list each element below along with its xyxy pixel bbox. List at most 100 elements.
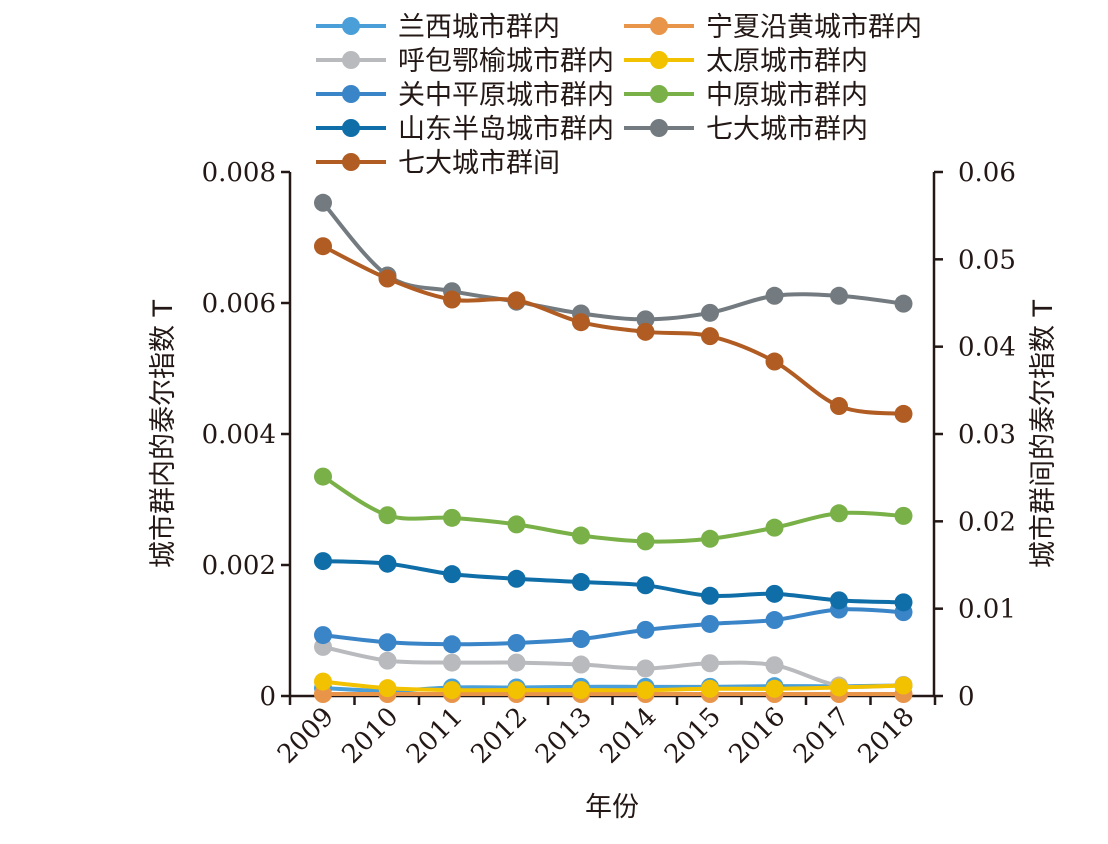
series-5 [314,467,913,551]
legend-item: 山东半岛城市群内 [316,114,614,145]
data-point [830,504,848,523]
data-point [507,681,526,700]
left-y-axis-title: 城市群内的泰尔指数 T [148,299,179,568]
data-point [701,654,719,673]
legend-label: 兰西城市群内 [398,12,560,43]
data-point [443,565,461,584]
data-point [443,635,461,654]
legend-label: 呼包鄂榆城市群内 [398,46,614,77]
legend-item: 中原城市群内 [624,80,868,111]
left-y-tick-label: 0.006 [202,289,276,319]
data-point [765,518,784,537]
x-tick-label: 2018 [852,702,920,770]
x-tick-label: 2013 [530,702,598,770]
legend-item: 七大城市群内 [624,114,868,145]
legend-item: 宁夏沿黄城市群内 [624,12,922,43]
data-point [765,656,784,675]
data-point [894,676,913,695]
data-point [378,554,397,573]
right-y-ticks: 0 0.01 0.02 0.03 0.04 0.05 0.06 [934,158,1016,712]
data-point [765,286,784,305]
data-point [830,286,848,305]
right-y-tick-label: 0.02 [958,507,1016,537]
data-point [314,237,332,256]
legend-label: 中原城市群内 [706,80,868,111]
data-point [636,576,655,595]
legend-swatch-marker [650,17,668,35]
left-y-tick-label: 0.008 [202,158,276,188]
legend-item: 七大城市群间 [316,148,560,179]
left-y-ticks: 0 0.002 0.004 0.006 0.008 [202,158,290,712]
x-tick-label: 2014 [594,702,662,770]
x-tick-label: 2010 [336,702,404,770]
legend-swatch-marker [650,119,668,137]
series-7 [314,193,913,329]
legend-label: 七大城市群内 [706,114,868,145]
data-point [378,506,397,525]
x-tick-label: 2009 [272,702,340,770]
x-tick-label: 2016 [723,702,791,770]
data-point [378,651,397,670]
data-point [830,591,848,610]
data-point [507,633,526,652]
data-point [572,526,590,545]
left-y-tick-label: 0 [259,682,276,712]
data-point [894,294,913,313]
legend-item: 兰西城市群内 [316,12,560,43]
series-line [322,679,904,693]
legend-label: 宁夏沿黄城市群内 [706,12,922,43]
series-line [321,201,904,322]
x-tick-label: 2015 [659,702,727,770]
data-point [830,678,848,697]
data-point [701,327,719,346]
data-point [314,467,332,486]
series-line [321,474,904,544]
data-point [314,626,332,645]
left-y-tick-label: 0.002 [202,551,276,581]
legend-label: 山东半岛城市群内 [398,114,614,145]
data-point [378,269,397,288]
data-point [765,611,784,630]
legend-swatch-marker [342,51,360,69]
right-y-tick-label: 0.04 [958,333,1016,363]
data-point [378,679,397,698]
data-point [701,679,719,698]
data-point [830,397,848,416]
legend-item: 关中平原城市群内 [316,80,614,111]
data-point [636,532,655,551]
right-y-tick-label: 0.06 [958,158,1016,188]
data-point [894,404,913,423]
data-point [314,672,332,691]
data-point [572,655,590,674]
legend-swatch-marker [342,17,360,35]
data-point [765,352,784,371]
legend-item: 太原城市群内 [624,46,868,77]
data-point [636,620,655,639]
series-4 [314,600,913,654]
data-point [572,573,590,592]
x-tick-label: 2011 [401,702,469,770]
data-point [636,681,655,700]
data-point [636,659,655,678]
right-y-tick-label: 0 [958,682,975,712]
data-point [765,679,784,698]
right-y-tick-label: 0.01 [958,595,1016,625]
series-line [322,244,904,416]
x-axis-title: 年份 [585,792,639,823]
data-point [572,681,590,700]
data-point [443,290,461,309]
legend-label: 七大城市群间 [398,148,560,179]
legend-swatch-marker [342,119,360,137]
series-6 [314,552,913,612]
data-point [765,584,784,603]
legend-swatch-marker [342,85,360,103]
data-point [378,633,397,652]
legend-swatch-marker [342,153,360,171]
x-tick-label: 2012 [465,702,533,770]
series-layer [314,193,913,704]
right-y-tick-label: 0.03 [958,420,1016,450]
data-point [507,653,526,672]
series-line [322,559,904,605]
series-8 [314,237,913,423]
